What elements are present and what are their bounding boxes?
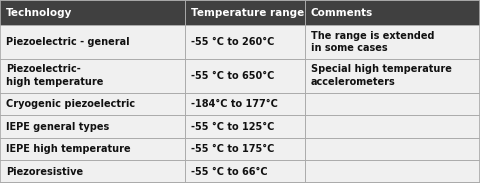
Text: -55 °C to 175°C: -55 °C to 175°C [191,144,274,154]
Bar [0,0,480,25]
Text: Piezoelectric - general: Piezoelectric - general [6,37,130,47]
Bar [0,25,480,59]
Text: Piezoelectric-
high temperature: Piezoelectric- high temperature [6,64,103,87]
Text: Technology: Technology [6,8,72,18]
Text: IEPE high temperature: IEPE high temperature [6,144,131,154]
Text: Special high temperature
accelerometers: Special high temperature accelerometers [311,64,451,87]
Text: -55 °C to 66°C: -55 °C to 66°C [191,167,267,177]
Bar [0,59,480,93]
Text: IEPE general types: IEPE general types [6,122,109,132]
Text: Comments: Comments [311,8,373,18]
Bar [0,138,480,160]
Text: -184°C to 177°C: -184°C to 177°C [191,99,277,109]
Text: -55 °C to 650°C: -55 °C to 650°C [191,71,274,81]
Text: Temperature range: Temperature range [191,8,304,18]
Text: The range is extended
in some cases: The range is extended in some cases [311,31,434,53]
Text: -55 °C to 260°C: -55 °C to 260°C [191,37,274,47]
Text: -55 °C to 125°C: -55 °C to 125°C [191,122,274,132]
Text: Cryogenic piezoelectric: Cryogenic piezoelectric [6,99,135,109]
Bar [0,93,480,115]
Bar [0,160,480,183]
Text: Piezoresistive: Piezoresistive [6,167,83,177]
Bar [0,115,480,138]
